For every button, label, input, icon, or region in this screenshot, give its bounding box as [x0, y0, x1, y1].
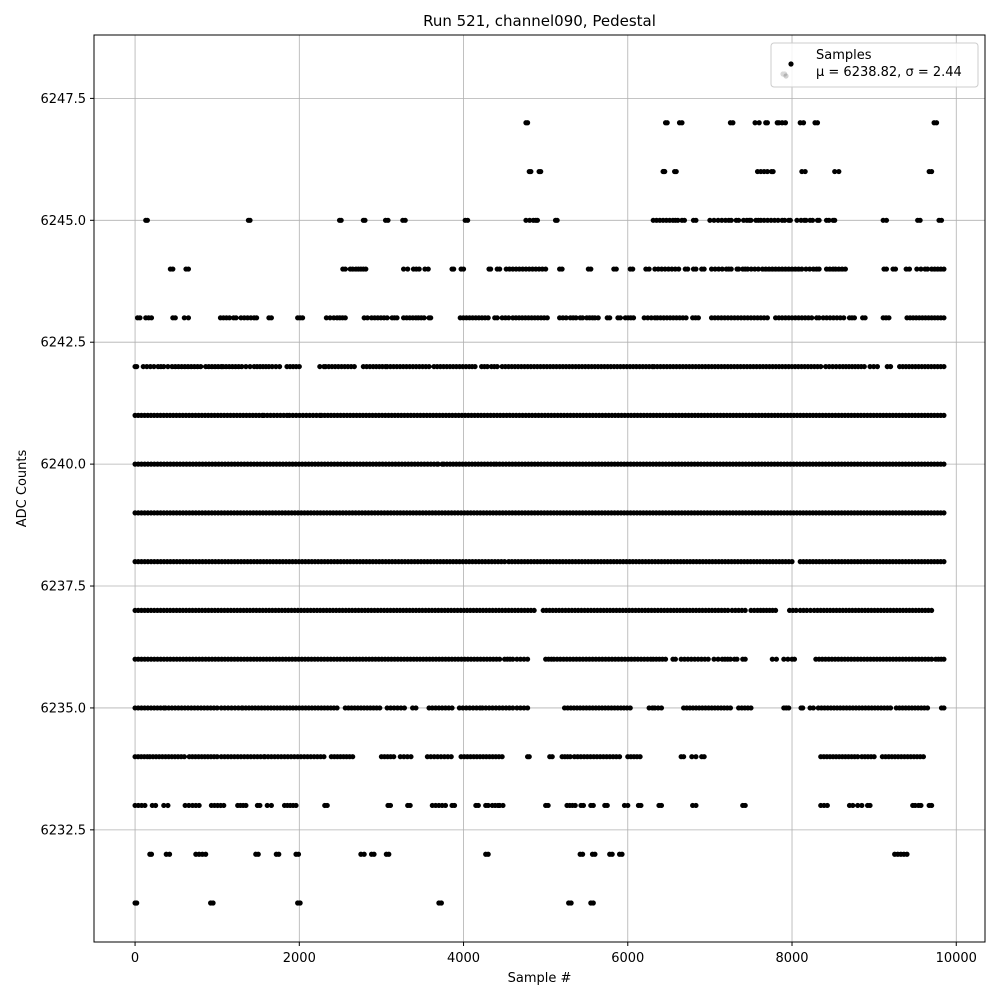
chart-title: Run 521, channel090, Pedestal: [423, 12, 656, 30]
scatter-point: [132, 363, 947, 370]
y-tick-label: 6247.5: [41, 92, 87, 107]
x-tick-label: 2000: [283, 951, 316, 966]
scatter-point: [132, 461, 947, 467]
scatter-point: [132, 559, 947, 565]
x-tick-label: 8000: [775, 951, 808, 966]
y-tick-label: 6242.5: [41, 336, 87, 351]
y-tick-label: 6245.0: [41, 214, 87, 229]
y-tick-label: 6232.5: [41, 823, 87, 838]
plot-frame: [93, 34, 986, 943]
y-tick-label: 6237.5: [41, 580, 87, 595]
legend-marker: [788, 61, 794, 67]
scatter-point: [143, 217, 945, 223]
legend-stats-label: μ = 6238.82, σ = 2.44: [816, 65, 962, 80]
scatter-points: [132, 71, 947, 906]
x-axis-label: Sample #: [508, 971, 572, 986]
x-tick-label: 0: [131, 951, 139, 966]
scatter-point: [134, 315, 947, 321]
axis-ticks: 0 2000 4000 6000 8000 10000 6232.5 6235.0 6237.5…: [41, 92, 977, 966]
x-tick-label: 6000: [611, 951, 644, 966]
y-tick-label: 6235.0: [41, 701, 87, 716]
legend-series-label: Samples: [816, 48, 872, 63]
scatter-point: [167, 266, 947, 272]
scatter-point: [132, 510, 947, 516]
x-tick-label: 4000: [447, 951, 480, 966]
x-tick-label: 10000: [936, 951, 977, 966]
legend-marker-ghost: [783, 73, 789, 79]
scatter-point: [523, 120, 940, 126]
scatter-point: [132, 705, 947, 711]
scatter-point: [132, 412, 947, 418]
y-axis-label: ADC Counts: [15, 450, 30, 528]
y-tick-label: 6240.0: [41, 458, 87, 473]
scatter-point: [132, 656, 947, 662]
scatter-point: [132, 802, 935, 809]
legend: Samples μ = 6238.82, σ = 2.44: [770, 42, 979, 88]
scatter-point: [132, 607, 935, 614]
scatter-point: [132, 754, 927, 760]
legend-box: [770, 42, 979, 88]
scatter-point: [147, 851, 910, 857]
